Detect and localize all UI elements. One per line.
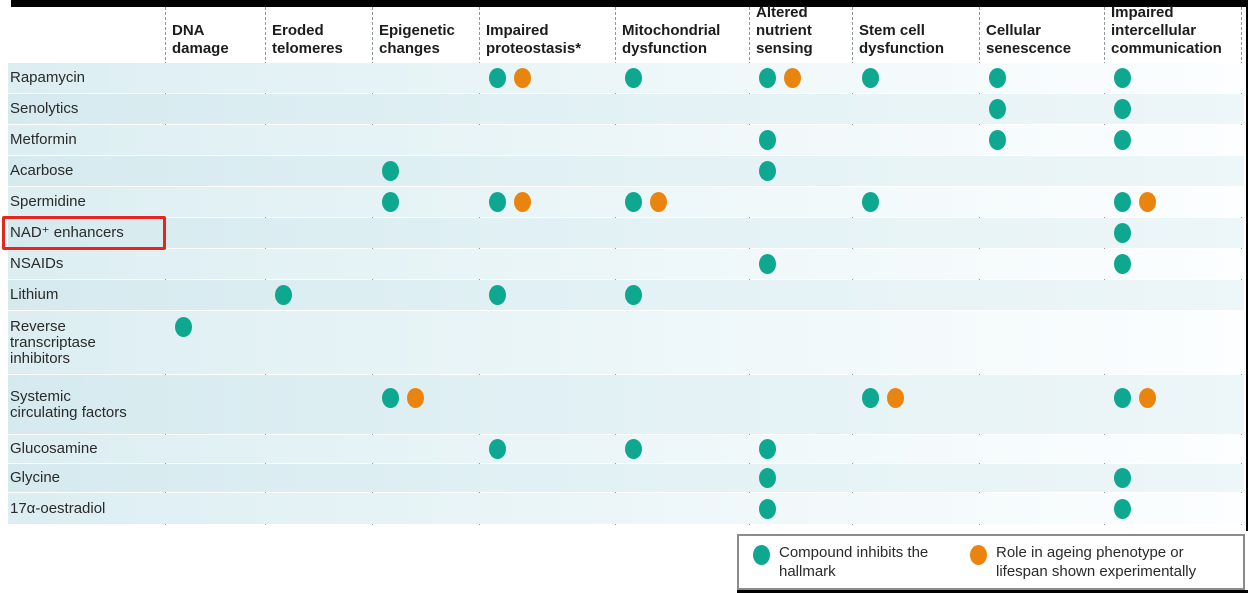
column-header: Mitochondrial dysfunction bbox=[622, 22, 721, 57]
column-header: Stem cell dysfunction bbox=[859, 22, 944, 57]
dot-inhibits-hallmark bbox=[1114, 388, 1131, 408]
dot-experimental-evidence bbox=[784, 68, 801, 88]
legend-experimental-dot-icon bbox=[970, 545, 987, 565]
dot-inhibits-hallmark bbox=[489, 439, 506, 459]
dot-inhibits-hallmark bbox=[1114, 499, 1131, 519]
dot-inhibits-hallmark bbox=[759, 161, 776, 181]
column-header: Impaired proteostasis* bbox=[486, 22, 582, 57]
dot-inhibits-hallmark bbox=[862, 388, 879, 408]
row-band bbox=[8, 493, 1244, 524]
figure-top-border bbox=[11, 0, 1248, 7]
dot-inhibits-hallmark bbox=[989, 68, 1006, 88]
row-label: Systemic circulating factors bbox=[10, 387, 127, 421]
dot-inhibits-hallmark bbox=[625, 439, 642, 459]
row-label: Lithium bbox=[10, 286, 59, 303]
row-band bbox=[8, 249, 1244, 279]
row-label: Rapamycin bbox=[10, 69, 86, 86]
dot-inhibits-hallmark bbox=[1114, 68, 1131, 88]
dot-inhibits-hallmark bbox=[489, 68, 506, 88]
dot-inhibits-hallmark bbox=[759, 254, 776, 274]
row-band bbox=[8, 125, 1244, 155]
dot-inhibits-hallmark bbox=[175, 317, 192, 337]
dot-inhibits-hallmark bbox=[989, 99, 1006, 119]
row-band bbox=[8, 464, 1244, 492]
row-label: Glycine bbox=[10, 469, 61, 486]
row-label: Metformin bbox=[10, 131, 77, 148]
figure-right-border bbox=[1246, 0, 1248, 531]
row-band bbox=[8, 94, 1244, 124]
column-header: Cellular senescence bbox=[986, 22, 1072, 57]
row-band bbox=[8, 218, 1244, 248]
dot-inhibits-hallmark bbox=[759, 468, 776, 488]
legend-item-experimental: Role in ageing phenotype or lifespan sho… bbox=[970, 543, 1232, 581]
row-label: 17α-oestradiol bbox=[10, 499, 106, 517]
dot-experimental-evidence bbox=[514, 68, 531, 88]
column-header: Impaired intercellular communication bbox=[1111, 4, 1222, 57]
dot-experimental-evidence bbox=[407, 388, 424, 408]
dot-experimental-evidence bbox=[650, 192, 667, 212]
dot-inhibits-hallmark bbox=[1114, 223, 1131, 243]
dot-inhibits-hallmark bbox=[489, 285, 506, 305]
legend-item-inhibits: Compound inhibits the hallmark bbox=[753, 543, 953, 581]
dot-experimental-evidence bbox=[514, 192, 531, 212]
dot-inhibits-hallmark bbox=[625, 285, 642, 305]
row-label: NSAIDs bbox=[10, 255, 64, 272]
dot-inhibits-hallmark bbox=[625, 68, 642, 88]
legend: Compound inhibits the hallmark Role in a… bbox=[737, 534, 1245, 590]
dot-inhibits-hallmark bbox=[275, 285, 292, 305]
row-label: Spermidine bbox=[10, 193, 86, 210]
dot-experimental-evidence bbox=[887, 388, 904, 408]
dot-inhibits-hallmark bbox=[1114, 254, 1131, 274]
column-header: Eroded telomeres bbox=[272, 22, 343, 57]
row-band bbox=[8, 156, 1244, 186]
legend-experimental-label: Role in ageing phenotype or lifespan sho… bbox=[996, 544, 1197, 580]
dot-inhibits-hallmark bbox=[862, 192, 879, 212]
row-band bbox=[8, 375, 1244, 434]
dot-inhibits-hallmark bbox=[1114, 468, 1131, 488]
dot-inhibits-hallmark bbox=[625, 192, 642, 212]
dot-inhibits-hallmark bbox=[759, 439, 776, 459]
dot-experimental-evidence bbox=[1139, 388, 1156, 408]
highlight-box-nad-enhancers bbox=[2, 216, 166, 250]
legend-inhibits-label: Compound inhibits the hallmark bbox=[779, 544, 929, 580]
row-label: Acarbose bbox=[10, 162, 74, 179]
dot-inhibits-hallmark bbox=[759, 499, 776, 519]
row-label: Reverse transcriptase inhibitors bbox=[10, 317, 96, 367]
dot-inhibits-hallmark bbox=[759, 130, 776, 150]
dot-inhibits-hallmark bbox=[1114, 99, 1131, 119]
dot-inhibits-hallmark bbox=[382, 161, 399, 181]
dot-experimental-evidence bbox=[1139, 192, 1156, 212]
dot-inhibits-hallmark bbox=[862, 68, 879, 88]
row-label: Glucosamine bbox=[10, 440, 98, 457]
column-header: DNA damage bbox=[172, 22, 229, 57]
figure-bottom-border bbox=[737, 590, 1248, 593]
dot-inhibits-hallmark bbox=[382, 192, 399, 212]
column-header: Epigenetic changes bbox=[379, 22, 455, 57]
dot-inhibits-hallmark bbox=[382, 388, 399, 408]
dot-inhibits-hallmark bbox=[1114, 130, 1131, 150]
column-header: Altered nutrient sensing bbox=[756, 4, 813, 57]
legend-inhibits-dot-icon bbox=[753, 545, 770, 565]
dot-inhibits-hallmark bbox=[1114, 192, 1131, 212]
row-band bbox=[8, 311, 1244, 374]
row-label: NAD⁺ enhancers bbox=[10, 224, 124, 241]
row-label: Senolytics bbox=[10, 100, 79, 117]
dot-inhibits-hallmark bbox=[989, 130, 1006, 150]
dot-inhibits-hallmark bbox=[759, 68, 776, 88]
dot-inhibits-hallmark bbox=[489, 192, 506, 212]
